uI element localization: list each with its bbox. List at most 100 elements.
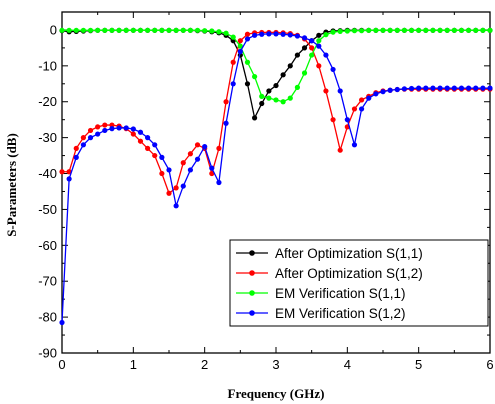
data-point	[451, 27, 457, 33]
data-point	[309, 38, 315, 44]
data-point	[244, 81, 251, 87]
data-point	[401, 27, 407, 33]
data-point	[294, 52, 300, 58]
data-point	[252, 115, 258, 121]
data-point	[87, 135, 94, 141]
data-point	[373, 27, 379, 33]
data-point	[180, 183, 186, 189]
data-point	[337, 147, 343, 153]
series-1	[59, 27, 493, 121]
data-point	[351, 28, 358, 34]
data-point	[344, 28, 350, 34]
data-point	[95, 124, 101, 130]
y-tick-label: -30	[38, 130, 57, 145]
data-point	[130, 126, 136, 132]
data-point	[266, 88, 272, 94]
data-point	[173, 203, 179, 209]
legend: After Optimization S(1,1) After Optimizat…	[229, 239, 489, 327]
data-point	[194, 27, 201, 33]
data-point	[102, 127, 108, 134]
series-3	[59, 27, 493, 105]
y-tick-label: -50	[38, 202, 57, 217]
data-point	[59, 319, 65, 326]
data-point	[408, 85, 415, 92]
data-point	[209, 28, 215, 34]
data-point	[316, 38, 322, 44]
data-point	[266, 31, 272, 37]
data-point	[123, 27, 129, 33]
y-tick-label: -90	[38, 346, 57, 361]
data-point	[344, 117, 350, 123]
data-point	[301, 70, 308, 76]
data-point	[416, 85, 422, 91]
data-point	[87, 27, 94, 33]
data-point	[401, 86, 407, 92]
data-point	[73, 145, 79, 151]
data-point	[95, 131, 101, 137]
y-tick-label: -70	[38, 274, 57, 289]
data-point	[59, 27, 65, 33]
data-point	[145, 27, 151, 33]
data-point	[202, 28, 208, 34]
data-point	[430, 85, 436, 91]
data-point	[451, 85, 457, 91]
legend-label: EM Verification S(1,2)	[275, 306, 406, 321]
series-line	[61, 29, 490, 120]
data-point	[416, 27, 422, 33]
data-point	[166, 190, 172, 196]
y-tick-label: -40	[38, 166, 57, 181]
data-point	[380, 89, 386, 95]
data-point	[323, 32, 329, 38]
data-point	[216, 29, 222, 35]
legend-marker	[249, 290, 255, 296]
data-point	[259, 93, 265, 99]
legend-item: After Optimization S(1,2)	[236, 266, 423, 281]
data-point	[187, 27, 193, 33]
legend-item: EM Verification S(1,2)	[236, 306, 406, 321]
data-point	[423, 27, 429, 33]
data-point	[266, 95, 272, 101]
data-point	[330, 29, 336, 35]
data-point	[323, 88, 329, 94]
data-point	[437, 27, 443, 33]
data-point	[473, 27, 479, 33]
legend-label: After Optimization S(1,1)	[275, 246, 423, 261]
legend-item: EM Verification S(1,1)	[236, 286, 406, 301]
data-point	[287, 63, 293, 69]
data-point	[230, 34, 236, 40]
data-point	[237, 38, 243, 44]
y-tick-label: -10	[38, 58, 57, 73]
data-point	[102, 122, 108, 128]
data-point	[137, 138, 144, 144]
data-point	[480, 27, 486, 33]
data-point	[316, 43, 322, 49]
data-point	[137, 27, 144, 33]
data-point	[223, 30, 229, 36]
y-tick-label: 0	[50, 22, 57, 37]
data-point	[444, 85, 450, 91]
data-point	[130, 27, 136, 33]
data-point	[145, 145, 151, 151]
y-tick-label: -20	[38, 94, 57, 109]
data-point	[309, 52, 315, 58]
data-point	[209, 170, 215, 177]
data-point	[252, 32, 258, 38]
data-point	[252, 74, 258, 80]
data-point	[109, 126, 115, 132]
data-point	[351, 142, 358, 148]
data-point	[351, 106, 358, 112]
data-point	[437, 85, 443, 91]
data-point	[194, 142, 201, 148]
data-point	[180, 27, 186, 33]
legend-item: After Optimization S(1,1)	[236, 246, 423, 261]
data-point	[223, 120, 229, 126]
x-tick-label: 0	[58, 357, 65, 372]
data-point	[301, 35, 308, 41]
data-point	[294, 33, 300, 39]
data-point	[359, 97, 365, 103]
data-point	[316, 32, 322, 38]
data-point	[166, 27, 172, 33]
data-point	[259, 31, 265, 37]
data-point	[194, 156, 201, 162]
data-point	[458, 27, 465, 33]
